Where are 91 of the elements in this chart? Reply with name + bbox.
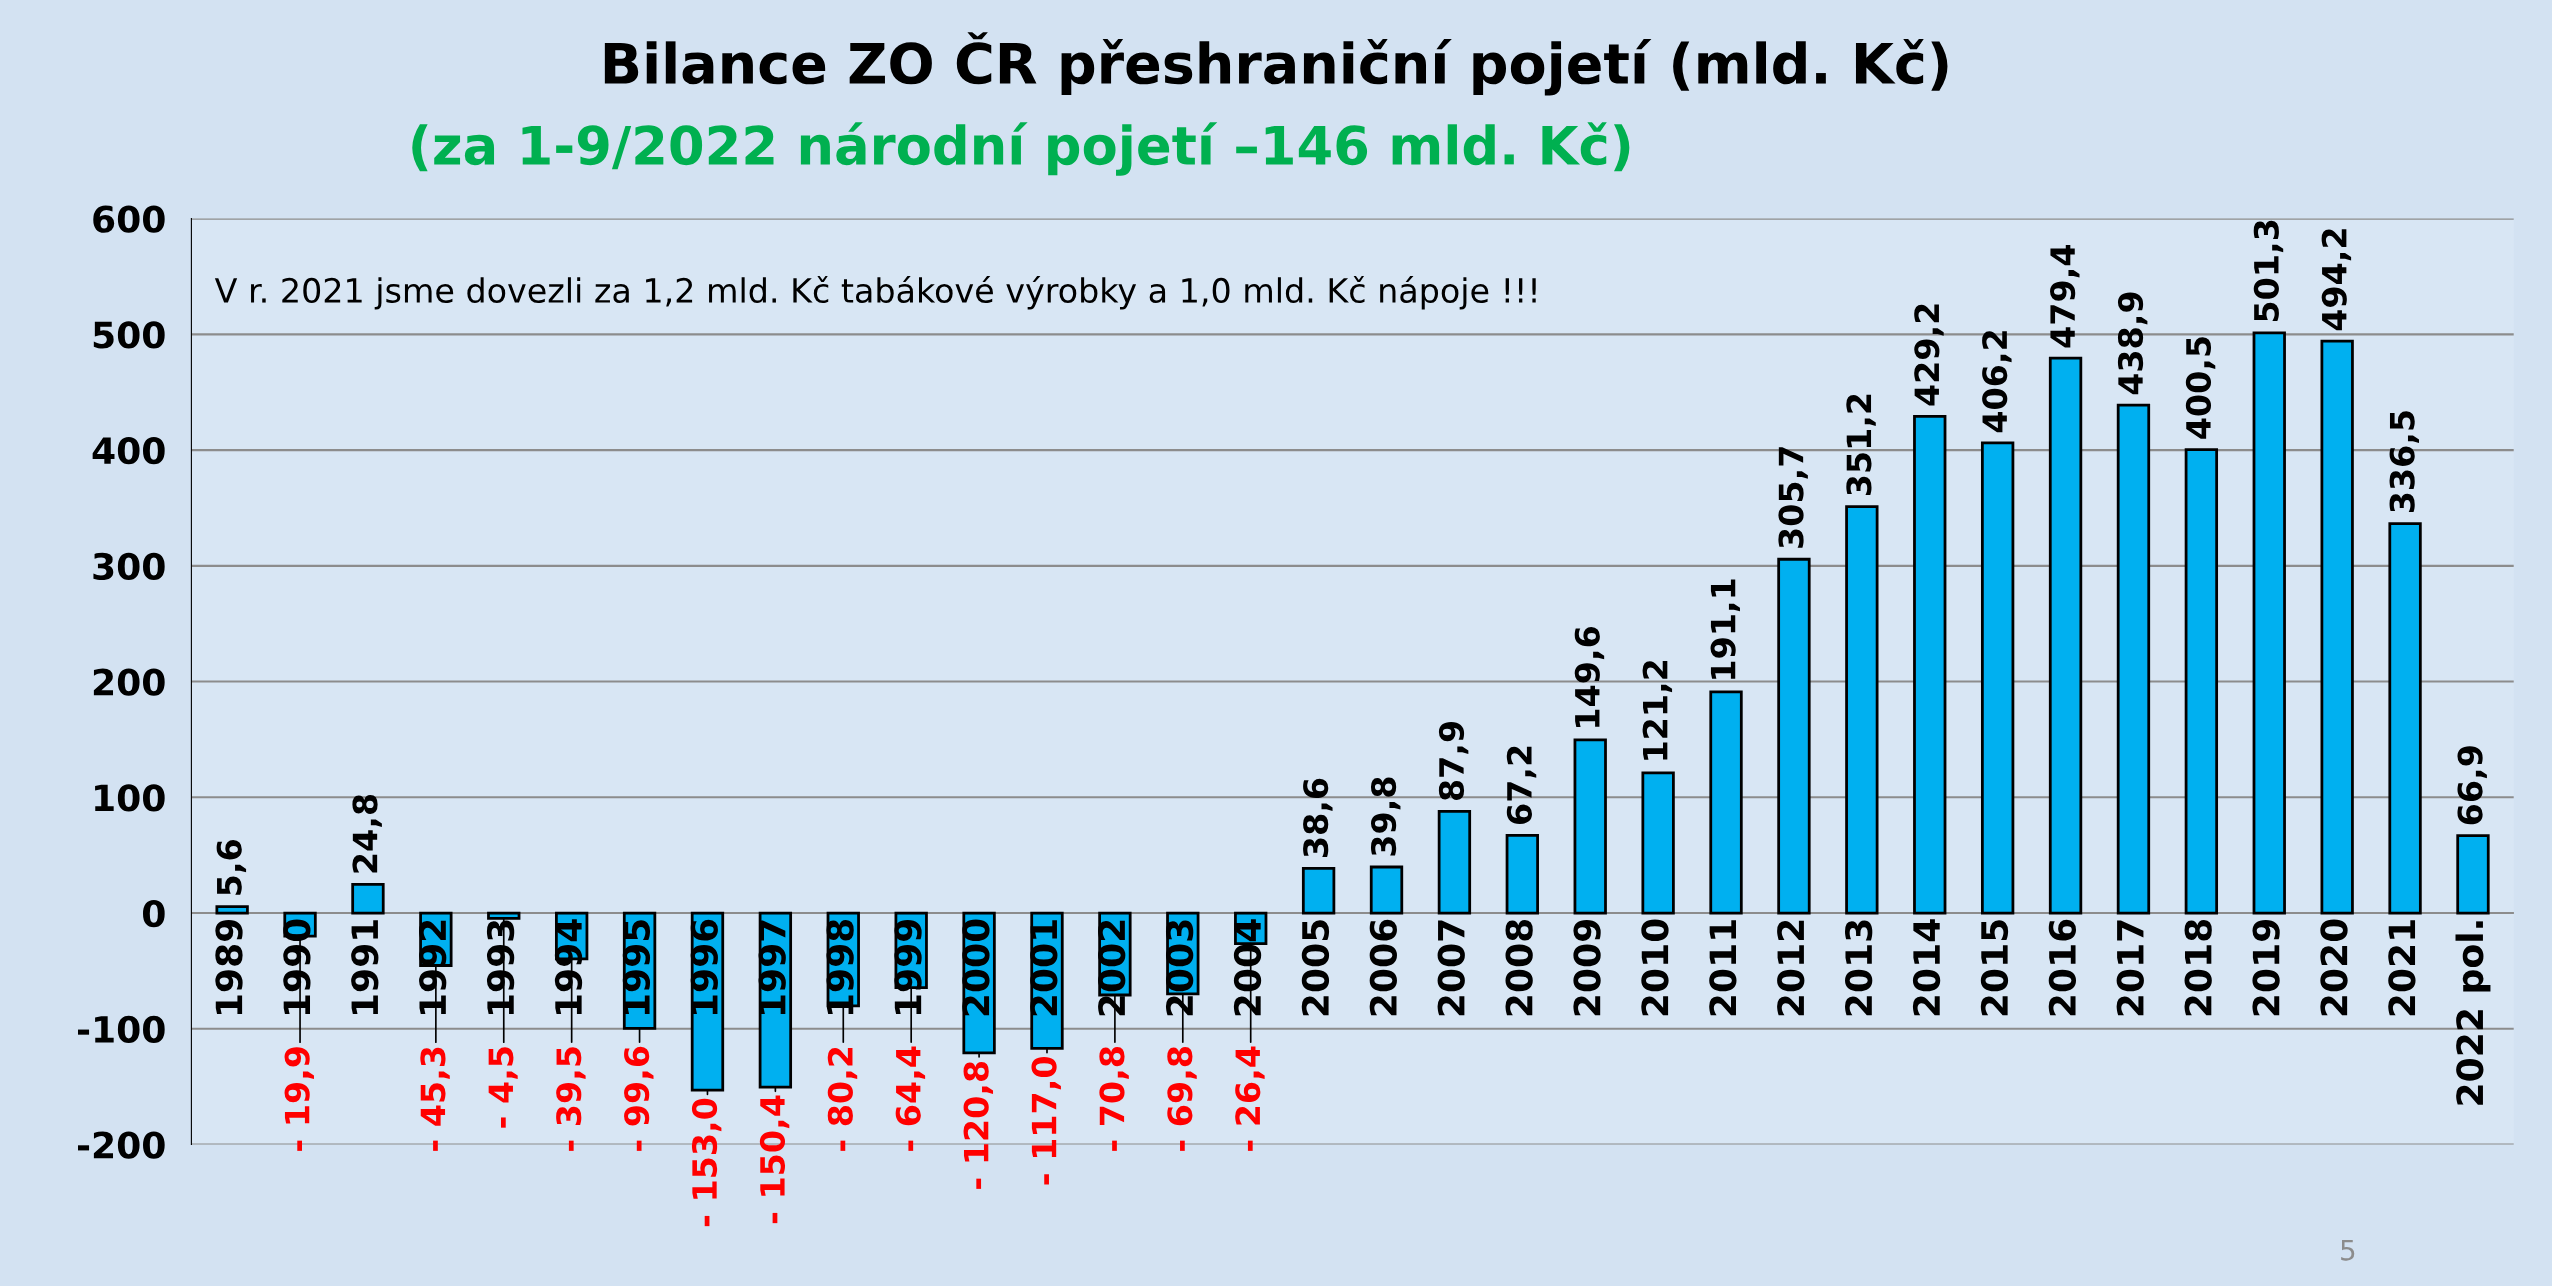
data-label: 305,7 (1778, 447, 1808, 548)
data-label: - 19,9 (284, 1047, 314, 1151)
data-label: - 70,8 (1099, 1047, 1129, 1151)
data-label: 67,2 (1506, 746, 1537, 824)
data-label: - 80,2 (827, 1047, 858, 1151)
x-tick-label: 2004 (1233, 919, 1262, 1016)
y-tick-label: 600 (93, 205, 165, 233)
x-tick-label: 2016 (2048, 919, 2077, 1016)
data-label: 406,2 (1982, 331, 2012, 433)
bar (1437, 809, 1472, 915)
data-label: - 4,5 (488, 1047, 518, 1128)
data-label: - 64,4 (895, 1046, 926, 1151)
bar (1777, 557, 1811, 915)
data-label: 336,5 (2389, 411, 2420, 513)
bar (1573, 738, 1607, 915)
y-tick-label: -200 (78, 1131, 165, 1159)
y-tick-label: 0 (143, 899, 165, 928)
y-tick-label: 100 (95, 784, 165, 812)
bar (2456, 834, 2490, 915)
data-label: 494,2 (2321, 229, 2352, 331)
x-tick-label: 2006 (1369, 919, 1397, 1016)
x-tick-label: 2019 (2252, 920, 2280, 1016)
data-label: 87,9 (1438, 721, 1469, 801)
x-tick-label: 1992 (419, 920, 447, 1015)
x-tick-label: 2017 (2116, 920, 2144, 1016)
x-tick-label: 1989 (215, 920, 243, 1015)
data-label: 66,9 (2457, 746, 2487, 825)
bar (1709, 690, 1743, 915)
x-tick-label: 2011 (1709, 920, 1737, 1016)
data-label: - 117,0 (1031, 1057, 1061, 1185)
data-label: 400,5 (2185, 337, 2216, 439)
bar (1369, 865, 1404, 915)
data-label: 351,2 (1846, 394, 1876, 496)
x-tick-label: 2012 (1777, 920, 1805, 1016)
data-label: - 45,3 (420, 1047, 450, 1151)
bar (1980, 441, 2015, 915)
x-tick-label: 2008 (1505, 919, 1533, 1016)
bar (2184, 448, 2219, 915)
x-tick-label: 2022 pol. (2455, 921, 2491, 1105)
bar (1641, 771, 1675, 915)
data-label: 438,9 (2117, 292, 2148, 395)
x-tick-label: 2020 (2320, 919, 2348, 1016)
text: 5 (2341, 1240, 2355, 1261)
y-tick-label: 500 (93, 321, 165, 349)
x-tick-label: 1991 (351, 920, 379, 1015)
x-tick-label: 2014 (1912, 919, 1941, 1016)
data-label: 501,3 (2253, 220, 2284, 322)
y-tick-label: 200 (93, 668, 165, 696)
y-tick-label: 300 (93, 552, 165, 581)
y-tick-label: -100 (78, 1015, 165, 1044)
x-tick-label: 2003 (1165, 920, 1194, 1016)
data-label: - 120,8 (963, 1061, 994, 1189)
data-label: 429,2 (1914, 304, 1944, 406)
bar (2388, 522, 2422, 915)
x-tick-label: 2010 (1641, 919, 1669, 1016)
bar (2116, 403, 2151, 915)
bar (351, 882, 385, 915)
bar (1913, 414, 1947, 915)
x-tick-label: 2018 (2184, 919, 2212, 1016)
x-tick-label: 2015 (1980, 920, 2009, 1016)
chart-title: Bilance ZO ČR přeshraniční pojetí (mld. Kč) (604, 32, 1948, 96)
bar (2320, 339, 2354, 915)
data-label: 191,1 (1710, 579, 1740, 679)
data-label: - 69,8 (1167, 1047, 1197, 1151)
data-label: 24,8 (352, 794, 382, 873)
bar (1505, 833, 1539, 915)
bar (215, 905, 249, 915)
bar (1301, 866, 1336, 915)
x-tick-label: 2009 (1573, 920, 1601, 1016)
x-tick-label: 2021 (2388, 920, 2416, 1016)
data-label: 39,8 (1370, 777, 1401, 856)
bar (1845, 505, 1879, 915)
data-label: 38,6 (1303, 778, 1333, 857)
bar (2048, 356, 2083, 915)
bar (2252, 331, 2286, 915)
y-tick-label: 400 (92, 437, 165, 465)
x-tick-label: 2005 (1301, 920, 1330, 1016)
x-tick-label: 2013 (1845, 920, 1873, 1016)
data-label: 479,4 (2050, 245, 2080, 348)
data-label: 149,6 (1574, 627, 1605, 727)
data-label: - 153,0 (691, 1098, 722, 1227)
chart-subtitle: (za 1-9/2022 národní pojetí –146 mld. Kč) (412, 122, 1630, 176)
data-label: 5,6 (216, 840, 247, 895)
x-tick-label: 1993 (486, 920, 515, 1015)
data-label: 121,2 (1642, 660, 1673, 760)
data-label: - 39,5 (556, 1047, 586, 1151)
annotation: V r. 2021 jsme dovezli za 1,2 mld. Kč tabákové výrobky a 1,0 mld. Kč nápoje !!! (214, 275, 1536, 310)
data-label: - 26,4 (1235, 1046, 1265, 1151)
data-label: - 150,4 (759, 1095, 790, 1224)
x-tick-label: 2007 (1437, 920, 1465, 1016)
data-label: - 99,6 (624, 1046, 654, 1151)
